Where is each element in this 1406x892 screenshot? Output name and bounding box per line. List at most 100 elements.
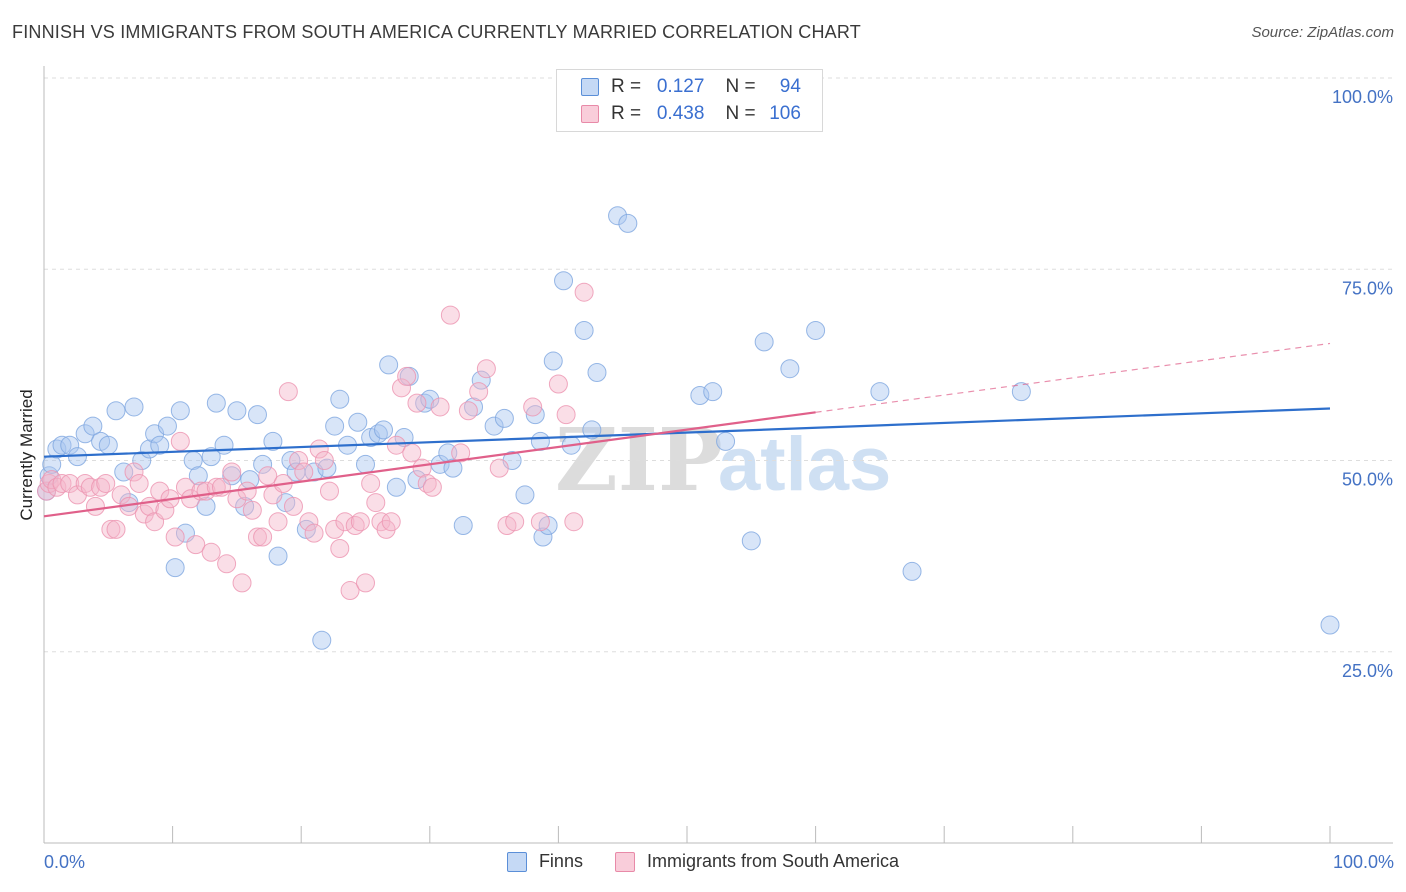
finns-point xyxy=(83,416,103,436)
immigrants-point xyxy=(47,477,67,497)
finns-point xyxy=(533,527,553,547)
immigrants-point xyxy=(170,431,190,451)
finns-point xyxy=(165,558,185,578)
finns-point xyxy=(716,431,736,451)
finns-point xyxy=(214,435,234,455)
immigrants-point xyxy=(60,473,80,493)
immigrants-point xyxy=(186,535,206,555)
finns-point xyxy=(870,382,890,402)
immigrants-point xyxy=(366,493,386,513)
finns-point xyxy=(443,458,463,478)
immigrants-point xyxy=(268,512,288,532)
y-tick-label: 75.0% xyxy=(1342,278,1393,298)
n-value-immigrants: 106 xyxy=(769,103,801,124)
immigrants-point xyxy=(335,512,355,532)
finns-point xyxy=(543,351,563,371)
finns-point xyxy=(268,546,288,566)
finns-point xyxy=(60,435,80,455)
finns-point xyxy=(574,320,594,340)
immigrants-point xyxy=(330,538,350,558)
finns-point xyxy=(515,485,535,505)
immigrants-point xyxy=(111,485,131,505)
immigrants-point xyxy=(345,516,365,536)
finns-point xyxy=(150,435,170,455)
finns-point xyxy=(253,454,273,474)
immigrants-point xyxy=(440,305,460,325)
immigrants-point xyxy=(155,500,175,520)
finns-point xyxy=(325,416,345,436)
immigrants-point xyxy=(417,473,437,493)
finns-point xyxy=(407,470,427,490)
n-label: N = xyxy=(725,76,756,97)
immigrants-point xyxy=(106,519,126,539)
immigrants-point xyxy=(386,435,406,455)
immigrants-point xyxy=(319,481,339,501)
finns-point xyxy=(106,401,126,421)
finns-point xyxy=(415,393,435,413)
r-value-immigrants: 0.438 xyxy=(656,103,705,124)
finns-point xyxy=(754,332,774,352)
immigrants-point xyxy=(165,527,185,547)
finns-point xyxy=(330,389,350,409)
immigrants-trend-extension xyxy=(815,342,1331,413)
immigrants-point xyxy=(407,393,427,413)
immigrants-point xyxy=(397,366,417,386)
immigrants-point xyxy=(129,473,149,493)
legend-swatch-pink xyxy=(581,105,599,123)
immigrants-point xyxy=(75,473,95,493)
legend-label-finns: Finns xyxy=(538,851,583,871)
immigrants-point xyxy=(289,451,309,470)
immigrants-trend-line xyxy=(43,411,816,518)
immigrants-point xyxy=(489,458,509,478)
finns-point xyxy=(132,451,152,470)
legend-item-immigrants[interactable]: Immigrants from South America xyxy=(614,851,899,872)
immigrants-point xyxy=(325,519,345,539)
immigrants-point xyxy=(402,443,422,463)
immigrants-point xyxy=(96,473,116,493)
finns-point xyxy=(124,397,144,417)
finns-point xyxy=(386,477,406,497)
immigrants-point xyxy=(258,466,278,486)
finns-point xyxy=(902,561,922,581)
r-label: R = xyxy=(611,103,642,124)
finns-point xyxy=(114,462,134,482)
immigrants-point xyxy=(530,512,550,532)
immigrants-point xyxy=(91,477,111,497)
immigrants-point xyxy=(237,481,257,501)
watermark-atlas: atlas xyxy=(718,422,891,507)
legend-item-finns[interactable]: Finns xyxy=(506,851,583,872)
finns-point xyxy=(806,320,826,340)
immigrants-point xyxy=(201,542,221,562)
r-label: R = xyxy=(611,76,642,97)
finns-point xyxy=(471,370,491,390)
finns-point xyxy=(75,424,95,444)
immigrants-point xyxy=(217,554,237,574)
finns-point xyxy=(374,420,394,440)
immigrants-point xyxy=(222,462,242,482)
finns-point xyxy=(464,397,484,417)
immigrants-point xyxy=(430,397,450,417)
legend-swatch-blue xyxy=(506,851,527,872)
legend-swatch-pink xyxy=(614,851,635,872)
n-label: N = xyxy=(725,103,756,124)
immigrants-point xyxy=(242,500,262,520)
legend-swatch-blue xyxy=(581,78,599,96)
immigrants-point xyxy=(476,359,496,379)
immigrants-point xyxy=(52,473,72,493)
finns-point xyxy=(170,401,190,421)
finns-point xyxy=(263,431,283,451)
finns-point xyxy=(348,412,368,432)
y-tick-label: 50.0% xyxy=(1342,470,1393,490)
immigrants-point xyxy=(232,573,252,593)
immigrants-point xyxy=(309,439,329,459)
immigrants-point xyxy=(253,527,273,547)
immigrants-point xyxy=(304,523,324,543)
finns-point xyxy=(1011,382,1031,402)
n-value-finns: 94 xyxy=(779,76,801,97)
finns-point xyxy=(368,424,388,444)
finns-trend-line xyxy=(43,407,1331,458)
x-tick-max: 100.0% xyxy=(1332,852,1394,872)
immigrants-point xyxy=(37,481,57,501)
immigrants-point xyxy=(556,405,576,425)
finns-point xyxy=(247,405,267,425)
